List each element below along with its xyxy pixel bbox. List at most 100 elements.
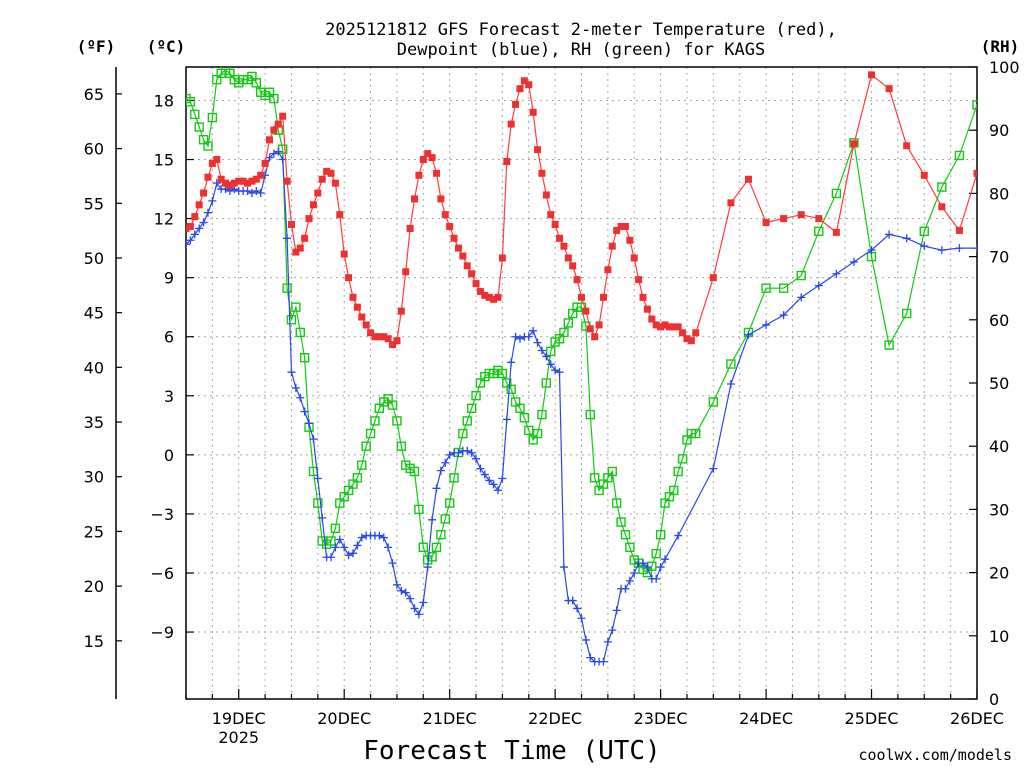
- temperature-point: [586, 325, 594, 333]
- dewpoint-point: [436, 466, 445, 475]
- credit-link[interactable]: coolwx.com/models: [858, 746, 1012, 764]
- dewpoint-point: [902, 234, 911, 243]
- dewpoint-point: [472, 454, 481, 463]
- dewpoint-point: [920, 242, 929, 251]
- temperature-point: [226, 181, 234, 189]
- rh-point: [937, 182, 947, 192]
- celsius-tick-label: −3: [150, 505, 174, 524]
- temperature-point: [938, 203, 946, 211]
- rh-point: [387, 400, 398, 410]
- temperature-point: [217, 175, 225, 183]
- temperature-point: [679, 329, 687, 337]
- dewpoint-point: [392, 580, 401, 589]
- rh-point: [392, 416, 402, 426]
- temperature-point: [323, 167, 331, 175]
- temperature-point: [397, 307, 405, 315]
- chart-subtitle: Dewpoint (blue), RH (green) for KAGS: [397, 40, 765, 60]
- temperature-point: [362, 321, 370, 329]
- rh-tick-label: 40: [989, 437, 1009, 456]
- x-tick-label: 25DEC: [845, 709, 899, 728]
- rh-point: [620, 529, 631, 540]
- temperature-point: [279, 112, 287, 120]
- rh-point: [330, 523, 341, 534]
- dewpoint-point: [533, 338, 542, 347]
- temperature-point: [428, 154, 436, 162]
- temperature-point: [222, 179, 230, 187]
- dewpoint-point: [397, 586, 406, 595]
- fahrenheit-tick-label: 20: [84, 577, 104, 596]
- fahrenheit-tick-label: 35: [84, 413, 104, 432]
- temperature-point: [494, 293, 502, 301]
- temperature-point: [920, 171, 928, 179]
- temperature-point: [380, 333, 388, 341]
- rh-point: [515, 403, 525, 413]
- dewpoint-point: [511, 332, 520, 341]
- temperature-point: [617, 222, 625, 230]
- temperature-point: [270, 126, 278, 134]
- dewpoint-point: [463, 446, 472, 455]
- temperature-point: [309, 201, 317, 209]
- fahrenheit-tick-label: 45: [84, 304, 104, 323]
- celsius-tick-label: −9: [150, 623, 174, 642]
- temperature-point: [318, 175, 326, 183]
- temperature-point: [674, 323, 682, 331]
- rh-point: [282, 283, 292, 293]
- celsius-tick-label: 12: [154, 210, 174, 229]
- x-tick-label: 22DEC: [528, 709, 582, 728]
- rh-point: [471, 390, 481, 401]
- rh-point: [625, 542, 635, 553]
- dewpoint-point: [309, 435, 318, 444]
- temperature-point: [296, 244, 304, 252]
- rh-series: [186, 67, 999, 578]
- temperature-point: [556, 234, 564, 242]
- dewpoint-point: [656, 563, 665, 572]
- dewpoint-point: [612, 606, 621, 615]
- dewpoint-point: [291, 383, 300, 392]
- temperature-point: [371, 333, 379, 341]
- temperature-point: [186, 222, 194, 230]
- dewpoint-point: [414, 610, 423, 619]
- rh-point: [207, 112, 218, 123]
- dewpoint-point: [643, 563, 652, 572]
- temperature-point: [490, 295, 498, 303]
- temperature-point: [481, 291, 489, 299]
- temperature-point: [213, 156, 221, 164]
- dewpoint-point: [348, 549, 357, 558]
- temperature-point: [604, 266, 612, 274]
- celsius-unit-label: (ºC): [147, 37, 186, 56]
- temperature-point: [973, 169, 977, 177]
- temperature-point: [389, 341, 397, 349]
- rh-point: [370, 416, 380, 426]
- dewpoint-point: [428, 515, 437, 524]
- temperature-point: [411, 195, 419, 203]
- x-tick-label: 24DEC: [739, 709, 793, 728]
- temperature-point: [287, 221, 295, 229]
- rh-point: [537, 409, 547, 420]
- temperature-point: [353, 303, 361, 311]
- rh-point: [991, 95, 999, 103]
- temperature-point: [727, 199, 735, 207]
- temperature-point: [744, 175, 752, 183]
- celsius-tick-label: 15: [154, 151, 174, 170]
- rh-point: [611, 498, 622, 508]
- rh-point: [524, 425, 534, 436]
- rh-point: [677, 454, 688, 464]
- rh-point: [186, 97, 196, 107]
- dewpoint-point: [494, 486, 503, 495]
- temperature-point: [331, 179, 339, 187]
- rh-point: [251, 78, 262, 88]
- dewpoint-point: [195, 224, 204, 233]
- temperature-point: [564, 254, 572, 262]
- rh-point: [286, 315, 297, 325]
- dewpoint-point: [744, 330, 753, 339]
- rh-tick-label: 90: [989, 121, 1009, 140]
- rh-point: [559, 327, 569, 338]
- temperature-point: [345, 274, 353, 282]
- rh-point: [497, 368, 508, 379]
- dewpoint-point: [190, 230, 199, 239]
- temperature-point: [687, 337, 695, 345]
- x-tick-label: 21DEC: [423, 709, 477, 728]
- fahrenheit-tick-label: 55: [84, 194, 104, 213]
- rh-point: [186, 93, 191, 104]
- temperature-series: [186, 71, 977, 349]
